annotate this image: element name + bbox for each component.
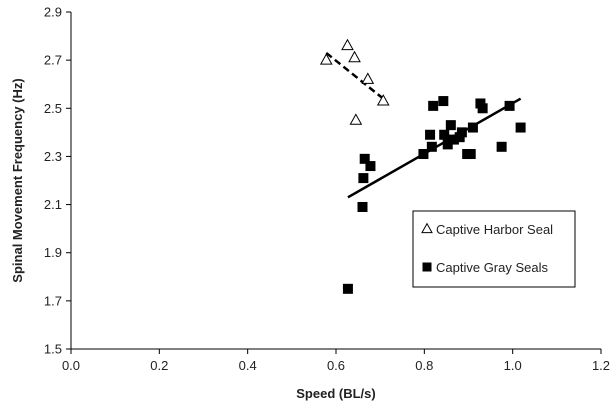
y-tick-label: 2.3 — [44, 149, 62, 164]
data-point-gray-seal — [438, 96, 449, 107]
legend: Captive Harbor Seal Captive Gray Seals — [412, 210, 576, 288]
data-point-gray-seal — [456, 127, 467, 138]
y-tick-group: 1.5 1.7 1.9 2.1 2.3 2.5 2.7 2.9 — [44, 5, 71, 357]
data-point-gray-seal — [467, 122, 478, 133]
data-point-group — [319, 38, 526, 294]
y-tick-label: 1.5 — [44, 342, 62, 357]
y-tick-label: 2.5 — [44, 101, 62, 116]
plot-area: 0.0 0.2 0.4 0.6 0.8 1.0 1.2 1.5 1.7 1.9 2.1 2.3 2.5… — [44, 5, 610, 374]
data-point-harbor-seal — [319, 53, 333, 65]
x-tick-label: 1.0 — [504, 358, 522, 373]
x-tick-label: 0.8 — [415, 358, 433, 373]
data-point-gray-seal — [445, 120, 456, 131]
data-point-gray-seal — [426, 141, 437, 152]
data-point-gray-seal — [477, 103, 488, 114]
x-tick-label: 0.4 — [239, 358, 257, 373]
legend-marker-gray-seal — [422, 262, 432, 272]
data-point-gray-seal — [448, 134, 459, 145]
trendline-series-0 — [325, 51, 385, 100]
data-point-harbor-seal — [341, 38, 354, 51]
data-point-gray-seal — [496, 141, 507, 152]
data-point-harbor-seal — [348, 50, 361, 63]
y-tick-label: 1.7 — [44, 293, 62, 308]
data-point-gray-seal — [504, 100, 515, 111]
x-tick-label: 0.0 — [62, 358, 80, 373]
data-point-gray-seal — [358, 173, 369, 184]
x-tick-group: 0.0 0.2 0.4 0.6 0.8 1.0 1.2 — [62, 349, 610, 373]
x-axis-title: Speed (BL/s) — [296, 386, 375, 401]
x-tick-label: 0.2 — [150, 358, 168, 373]
data-point-gray-seal — [425, 129, 436, 140]
data-point-harbor-seal — [361, 72, 375, 84]
data-point-gray-seal — [357, 201, 368, 212]
y-tick-label: 2.9 — [44, 5, 62, 20]
y-axis-title: Spinal Movement Frequency (Hz) — [10, 78, 25, 282]
data-point-gray-seal — [442, 139, 453, 150]
y-tick-label: 1.9 — [44, 245, 62, 260]
data-point-gray-seal — [439, 129, 450, 140]
y-tick-label: 2.7 — [44, 53, 62, 68]
data-point-gray-seal — [515, 122, 526, 133]
legend-marker-harbor-seal — [421, 222, 433, 234]
data-point-harbor-seal — [349, 113, 363, 125]
data-point-gray-seal — [365, 161, 376, 172]
legend-label: Captive Gray Seals — [436, 260, 548, 275]
legend-box — [412, 210, 576, 288]
data-point-gray-seal — [359, 153, 370, 164]
data-point-harbor-seal — [376, 94, 390, 106]
x-tick-label: 0.6 — [327, 358, 345, 373]
y-tick-label: 2.1 — [44, 197, 62, 212]
data-point-gray-seal — [428, 100, 439, 111]
legend-label: Captive Harbor Seal — [436, 222, 553, 237]
data-point-gray-seal — [465, 149, 476, 160]
data-point-gray-seal — [342, 283, 353, 294]
data-point-gray-seal — [418, 149, 429, 160]
x-tick-label: 1.2 — [592, 358, 610, 373]
